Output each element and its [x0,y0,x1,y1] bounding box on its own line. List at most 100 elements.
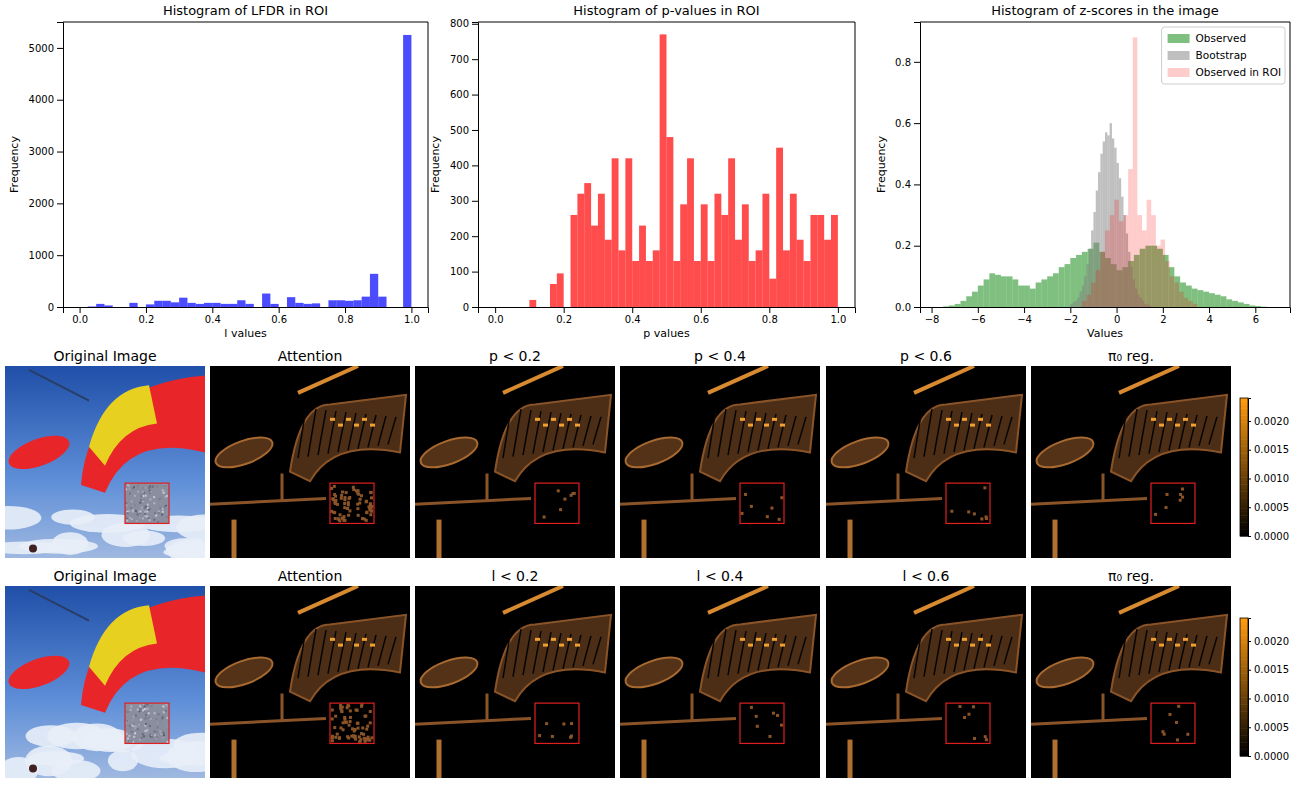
tick: 700 [450,54,478,65]
tick-label: 4000 [29,94,54,105]
image-line [29,370,89,401]
attention-lattice [358,634,366,669]
bar [749,261,756,307]
frame [1290,22,1291,307]
roi-attention [345,491,348,494]
bar [1250,305,1256,307]
roi-noise [167,516,169,518]
roi-attention [570,722,573,725]
histogram-panel: −8−6−4−202460.00.20.40.60.8Histogram of … [875,3,1291,340]
roi-noise [163,729,165,731]
attention-lattice [728,630,736,675]
attention-peak [559,424,564,427]
tick-label: −6 [971,314,986,325]
roi-attention [331,717,334,720]
roi-noise [162,511,164,513]
attention-lattice [573,415,581,447]
tick-mark [1117,307,1118,313]
image-panel: π₀ reg. [1031,568,1231,778]
roi-noise [166,495,168,497]
bar [639,226,646,307]
roi-noise [148,509,150,511]
roi-attention [331,708,334,711]
x-axis-title: l values [224,327,267,340]
colorbar-step [1240,635,1248,639]
attention-peak [535,638,540,641]
attention-peak [954,424,959,427]
tick-mark [472,24,478,25]
tick: 3000 [29,146,63,157]
bar [529,300,536,307]
roi-attention [770,507,773,510]
attention-streak [708,586,768,613]
attention-region [212,431,276,473]
colorbar-step [1240,498,1248,502]
attention-streak [642,520,647,558]
attention-lattice [768,634,776,669]
attention-streak [642,740,647,778]
roi-attention [366,725,369,728]
roi-noise [143,487,145,489]
colorbar-step [1240,495,1248,499]
attention-peak [740,638,745,641]
colorbar: 0.00000.00050.00100.00150.0020 [1240,618,1289,762]
roi-attention [343,502,346,505]
tick-label: 0.2 [139,314,155,325]
tick-mark [345,307,346,313]
roi-attention [356,503,359,506]
roi-attention [346,735,349,738]
frame [428,22,429,307]
colorbar-step [1240,446,1248,450]
image [620,586,820,778]
bar [1096,270,1101,307]
roi-box [330,483,374,523]
roi-attention [349,709,352,712]
bar [680,204,687,307]
attention-region [700,615,816,701]
roi-noise [129,725,131,727]
bar [502,307,509,308]
roi-attention [341,490,344,493]
roi-box [740,483,784,523]
roi-attention [958,705,961,708]
bar [577,194,584,307]
roi-noise [156,736,158,738]
tick-label: 300 [450,195,469,206]
attention-peak [338,644,343,647]
roi-attention [336,733,339,736]
roi-noise [141,719,143,721]
attention-lattice [368,415,376,447]
image-cloud [176,514,205,540]
roi-noise [131,740,133,742]
attention-lattice [718,629,726,676]
roi-noise [144,718,146,720]
tick: 4000 [29,94,63,105]
roi-box [1151,483,1195,523]
tick: 200 [450,231,478,242]
roi-noise [149,486,151,488]
roi-noise [127,738,129,740]
attention-lattice [308,409,316,456]
colorbar-step [1240,436,1248,440]
attention-peak [567,638,572,641]
bar [960,301,966,307]
bar [1077,298,1079,307]
roi-attention [363,517,366,520]
roi-noise [153,519,155,521]
attention-streak [503,586,563,613]
roi-noise [159,507,161,509]
roi-attention [330,510,333,513]
colorbar-step [1240,684,1248,688]
tick-mark [838,307,839,313]
tick: 0.8 [895,57,920,68]
legend: ObservedBootstrapObserved in ROI [1162,27,1285,84]
tick-label: 700 [450,54,469,65]
panel-title: p < 0.6 [900,348,952,364]
image-cloud [28,751,84,766]
roi-box [125,483,169,523]
roi-box [330,703,374,743]
roi-noise [134,503,136,505]
attention-lattice [563,414,571,449]
roi-noise [144,511,146,513]
bar [221,304,229,307]
